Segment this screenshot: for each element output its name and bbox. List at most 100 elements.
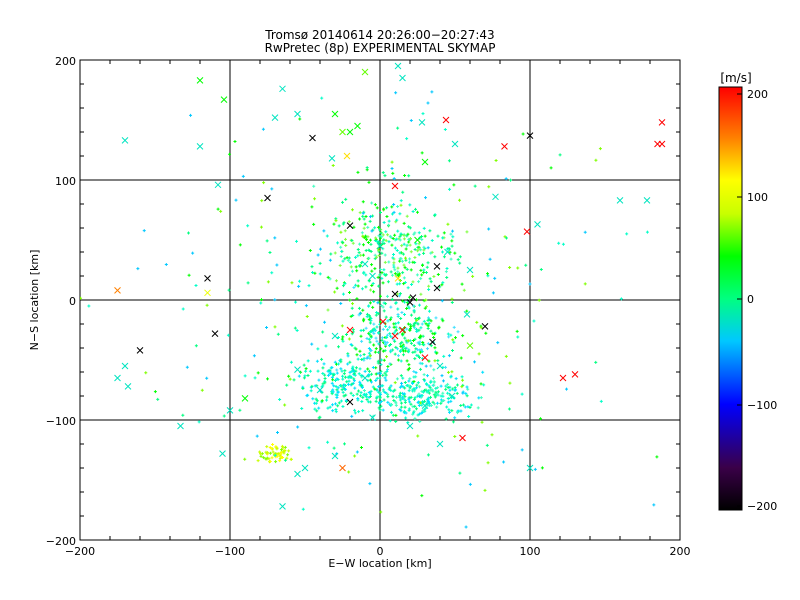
data-dot <box>331 403 335 407</box>
data-cross <box>316 386 324 394</box>
data-dot <box>432 402 436 406</box>
data-dot <box>344 237 348 241</box>
data-dot <box>370 201 374 205</box>
data-dot <box>382 207 386 211</box>
data-dot <box>268 451 272 455</box>
data-dot <box>426 324 430 328</box>
data-dot <box>385 370 389 374</box>
data-dot <box>406 232 410 236</box>
data-dot <box>417 316 421 320</box>
data-dot <box>411 260 415 264</box>
data-cross <box>204 275 211 282</box>
data-dot <box>365 337 369 341</box>
data-dot <box>344 393 348 397</box>
data-dot <box>645 230 649 234</box>
data-dot <box>452 183 456 187</box>
data-dot <box>403 346 407 350</box>
data-dot <box>355 297 359 301</box>
data-dot <box>462 288 466 292</box>
data-dot <box>450 300 454 304</box>
data-dot <box>399 203 403 207</box>
data-dot <box>409 313 413 317</box>
data-dot <box>375 310 379 314</box>
data-dot <box>419 401 423 405</box>
data-dot <box>423 234 427 238</box>
data-dot <box>429 364 433 368</box>
x-axis-label: E−W location [km] <box>328 557 431 570</box>
data-dot <box>343 369 347 373</box>
data-dot <box>418 303 422 307</box>
data-dot <box>447 354 451 358</box>
data-dot <box>369 288 373 292</box>
data-dot <box>422 268 426 272</box>
data-dot <box>468 482 472 486</box>
data-dot <box>307 446 311 450</box>
colorbar-tick-label: 100 <box>747 191 768 204</box>
data-dot <box>238 408 242 412</box>
data-dot <box>310 265 314 269</box>
data-dot <box>416 322 420 326</box>
data-dot <box>431 400 435 404</box>
data-dot <box>486 272 490 276</box>
data-dot <box>440 299 444 303</box>
data-dot <box>561 242 565 246</box>
data-dot <box>362 352 366 356</box>
data-dot <box>315 399 319 403</box>
data-cross <box>643 197 651 204</box>
data-dot <box>370 229 374 233</box>
data-dot <box>379 268 383 272</box>
data-dot <box>374 336 378 340</box>
data-dot <box>445 405 449 409</box>
data-dot <box>280 448 284 452</box>
data-dot <box>509 178 513 182</box>
data-dot <box>264 457 268 461</box>
data-dot <box>356 396 360 400</box>
data-dot <box>344 398 348 402</box>
data-dot <box>430 238 434 242</box>
data-dot <box>278 459 282 463</box>
data-dot <box>398 238 402 242</box>
data-dot <box>383 390 387 394</box>
data-dot <box>271 442 275 446</box>
data-dot <box>393 246 397 250</box>
data-dot <box>408 257 412 261</box>
data-dot <box>413 207 417 211</box>
colorbar-tick-label: 0 <box>747 293 754 306</box>
data-dot <box>259 452 263 456</box>
data-dot <box>390 273 394 277</box>
data-dot <box>374 347 378 351</box>
data-dot <box>413 256 417 260</box>
data-dot <box>353 386 357 390</box>
data-cross <box>339 464 346 472</box>
data-dot <box>402 398 406 402</box>
data-dot <box>389 388 393 392</box>
data-dot <box>381 349 385 353</box>
data-dot <box>427 359 431 363</box>
data-dot <box>259 301 263 305</box>
data-dot <box>407 174 411 178</box>
data-dot <box>366 235 370 239</box>
data-dot <box>356 357 360 361</box>
data-dot <box>444 365 448 369</box>
data-dot <box>447 335 451 339</box>
data-dot <box>429 395 433 399</box>
data-dot <box>353 411 357 415</box>
data-dot <box>432 376 436 380</box>
data-dot <box>341 404 345 408</box>
data-dot <box>386 233 390 237</box>
data-dot <box>358 349 362 353</box>
data-dot <box>361 409 365 413</box>
data-dot <box>447 159 451 163</box>
data-dot <box>241 174 245 178</box>
data-dot <box>144 371 148 375</box>
data-dot <box>419 367 423 371</box>
data-dot <box>409 324 413 328</box>
colorbar-tick-labels: 200 100 0 −100 −200 <box>747 88 777 513</box>
data-dot <box>313 197 317 201</box>
data-dot <box>391 395 395 399</box>
data-dot <box>395 377 399 381</box>
data-dot <box>293 326 297 330</box>
data-cross <box>309 134 316 142</box>
data-dot <box>389 334 393 338</box>
data-dot <box>328 370 332 374</box>
